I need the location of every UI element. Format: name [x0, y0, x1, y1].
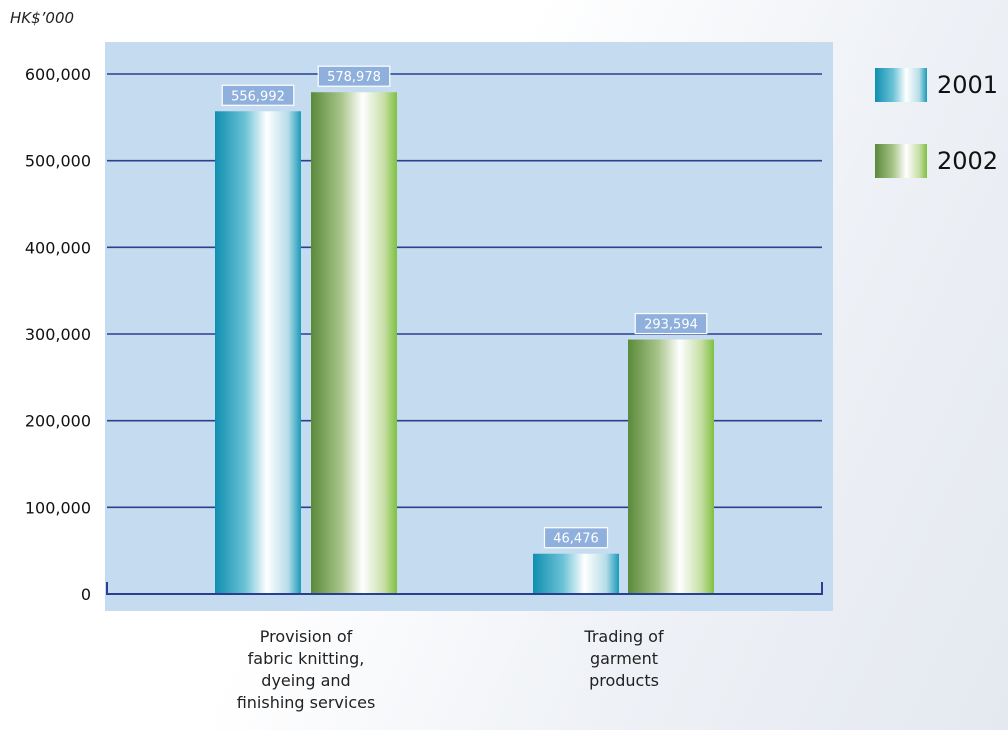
y-tick-label: 200,000	[25, 412, 91, 431]
y-tick-label: 0	[81, 585, 91, 604]
legend-item-2001: 2001	[875, 68, 1008, 108]
value-label-box	[543, 527, 609, 549]
legend-label-2001: 2001	[937, 71, 999, 99]
y-tick-label: 600,000	[25, 65, 91, 84]
y-tick-label: 300,000	[25, 325, 91, 344]
bars	[215, 92, 714, 595]
bar-2001-fabric-services	[215, 111, 301, 595]
y-tick-label: 100,000	[25, 498, 91, 517]
bar-2002-fabric-services	[311, 92, 397, 595]
value-label-box	[221, 84, 295, 106]
value-label: 293,594	[644, 318, 698, 333]
value-label: 578,978	[327, 70, 381, 85]
y-axis-ticks: 0 100,000 200,000 300,000 400,000 500,000 600,…	[25, 65, 91, 604]
x-axis-baseline	[106, 582, 823, 595]
value-label-box	[634, 312, 708, 335]
value-labels: 556,992 46,476 578,978 293,594	[221, 65, 708, 549]
plot-area	[105, 42, 833, 611]
legend-swatch-2001	[875, 68, 927, 102]
value-label: 46,476	[553, 532, 599, 547]
category-label-garment-trading: Trading of garment products	[584, 627, 664, 690]
bar-2001-garment-trading	[533, 553, 619, 594]
y-axis-unit-label: HK$’000	[10, 9, 75, 27]
legend-label-2002: 2002	[937, 147, 999, 175]
category-label-fabric-services: Provision of fabric knitting, dyeing and…	[236, 627, 376, 712]
bar-2002-garment-trading	[628, 339, 714, 594]
legend-swatch-2002	[875, 144, 927, 178]
y-tick-label: 400,000	[25, 238, 91, 257]
value-label-box	[317, 65, 391, 87]
legend-item-2002: 2002	[875, 144, 1008, 184]
y-tick-label: 500,000	[25, 152, 91, 171]
value-label: 556,992	[231, 89, 285, 104]
